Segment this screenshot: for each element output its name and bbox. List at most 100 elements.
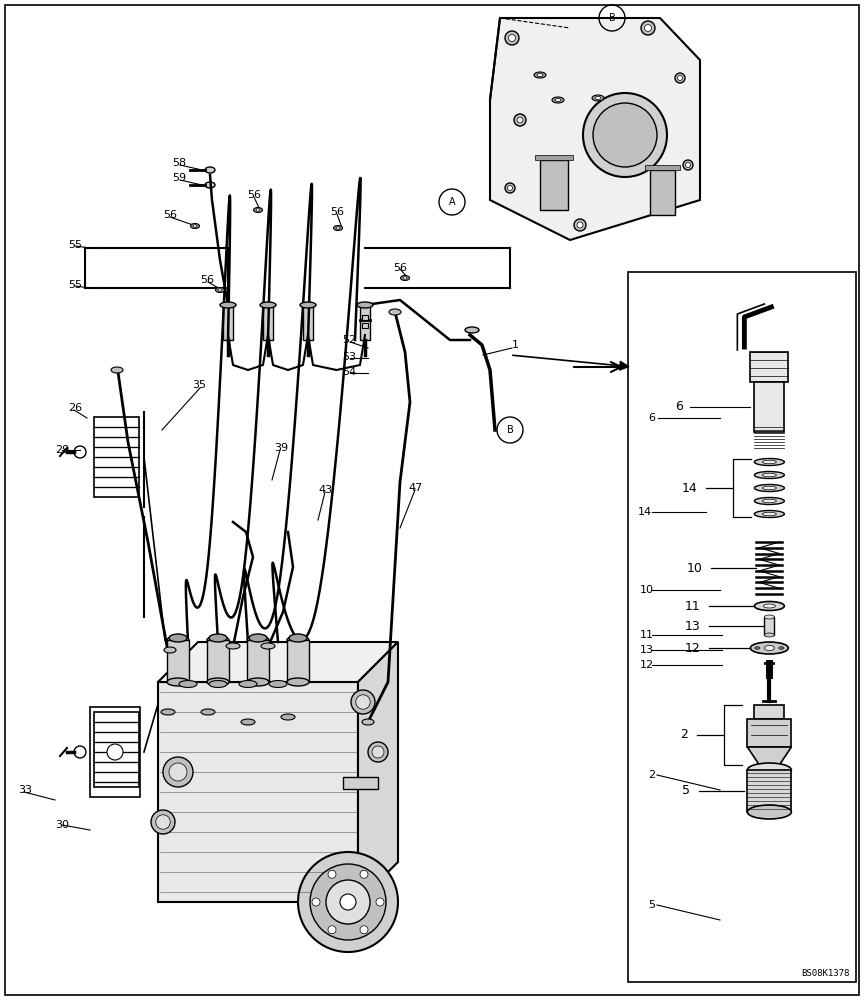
Circle shape [156, 815, 170, 829]
Bar [754, 705, 785, 719]
Circle shape [107, 744, 123, 760]
Text: 2: 2 [680, 728, 689, 742]
Text: 5: 5 [648, 900, 655, 910]
Bar [362, 323, 368, 328]
Ellipse shape [552, 97, 564, 103]
Bar [645, 165, 680, 170]
Text: 6: 6 [676, 400, 683, 414]
Ellipse shape [164, 647, 176, 653]
Text: 6: 6 [648, 413, 655, 423]
Ellipse shape [555, 99, 561, 102]
Ellipse shape [209, 634, 227, 642]
Text: 56: 56 [247, 190, 261, 200]
Text: 13: 13 [640, 645, 654, 655]
Ellipse shape [261, 643, 275, 649]
Circle shape [298, 852, 398, 952]
Ellipse shape [762, 499, 777, 503]
Text: 55: 55 [68, 280, 82, 290]
Ellipse shape [287, 678, 309, 686]
Circle shape [517, 117, 523, 123]
Circle shape [577, 222, 583, 228]
Circle shape [683, 160, 693, 170]
Circle shape [583, 93, 667, 177]
Ellipse shape [595, 97, 601, 100]
Ellipse shape [205, 167, 215, 173]
Bar [540, 160, 568, 210]
Bar [158, 682, 358, 902]
Ellipse shape [403, 277, 407, 279]
Ellipse shape [169, 634, 187, 642]
Ellipse shape [215, 288, 225, 292]
Bar [223, 305, 233, 340]
Circle shape [505, 31, 519, 45]
Ellipse shape [241, 719, 255, 725]
Text: 30: 30 [55, 820, 69, 830]
Ellipse shape [226, 643, 240, 649]
Ellipse shape [754, 510, 785, 518]
Bar [362, 315, 368, 320]
Ellipse shape [247, 636, 269, 644]
Ellipse shape [300, 302, 316, 308]
Ellipse shape [247, 678, 269, 686]
Bar [207, 640, 229, 682]
Text: 53: 53 [342, 352, 356, 362]
Ellipse shape [249, 634, 267, 642]
Polygon shape [490, 18, 700, 240]
Ellipse shape [209, 680, 227, 688]
Circle shape [360, 926, 368, 934]
Text: BS08K1378: BS08K1378 [802, 969, 850, 978]
Circle shape [326, 880, 370, 924]
Ellipse shape [269, 680, 287, 688]
Text: 26: 26 [68, 403, 82, 413]
Text: 56: 56 [393, 263, 407, 273]
Text: 35: 35 [192, 380, 206, 390]
Text: B: B [506, 425, 513, 435]
Text: 39: 39 [274, 443, 288, 453]
Text: 5: 5 [683, 784, 690, 798]
Text: 54: 54 [342, 367, 356, 377]
Ellipse shape [111, 367, 123, 373]
Circle shape [507, 186, 512, 190]
Ellipse shape [207, 678, 229, 686]
Text: B: B [608, 13, 615, 23]
Ellipse shape [755, 647, 759, 649]
Ellipse shape [754, 497, 785, 504]
Ellipse shape [218, 289, 222, 291]
Ellipse shape [765, 633, 774, 637]
Bar [167, 640, 189, 682]
Circle shape [376, 898, 384, 906]
Ellipse shape [281, 714, 295, 720]
Text: 13: 13 [684, 619, 700, 633]
Ellipse shape [762, 512, 777, 516]
Ellipse shape [205, 182, 215, 188]
Circle shape [574, 219, 586, 231]
Text: 56: 56 [330, 207, 344, 217]
Ellipse shape [256, 209, 260, 211]
Bar [747, 719, 791, 747]
Text: 10: 10 [640, 585, 654, 595]
Text: 11: 11 [640, 630, 654, 640]
Ellipse shape [401, 275, 410, 280]
Circle shape [163, 757, 193, 787]
Bar [247, 640, 269, 682]
Circle shape [169, 763, 187, 781]
Ellipse shape [260, 302, 276, 308]
Ellipse shape [778, 647, 784, 649]
Ellipse shape [357, 302, 373, 308]
Ellipse shape [289, 634, 307, 642]
Bar [750, 352, 788, 382]
Circle shape [310, 864, 386, 940]
Ellipse shape [765, 615, 774, 619]
Text: 56: 56 [200, 275, 214, 285]
Circle shape [328, 926, 336, 934]
Circle shape [514, 114, 526, 126]
Ellipse shape [190, 224, 200, 229]
Ellipse shape [537, 74, 543, 77]
Ellipse shape [754, 485, 785, 491]
Circle shape [677, 76, 683, 81]
Circle shape [505, 183, 515, 193]
Bar [343, 777, 378, 789]
Text: 43: 43 [318, 485, 332, 495]
Circle shape [328, 870, 336, 878]
Circle shape [151, 810, 175, 834]
